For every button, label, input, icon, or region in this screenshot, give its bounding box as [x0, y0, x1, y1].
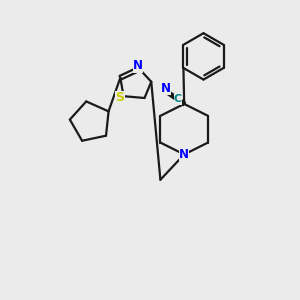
Text: N: N	[179, 148, 189, 161]
Text: C: C	[174, 94, 182, 104]
Text: N: N	[133, 59, 143, 72]
Text: S: S	[116, 91, 124, 104]
Text: N: N	[161, 82, 171, 95]
